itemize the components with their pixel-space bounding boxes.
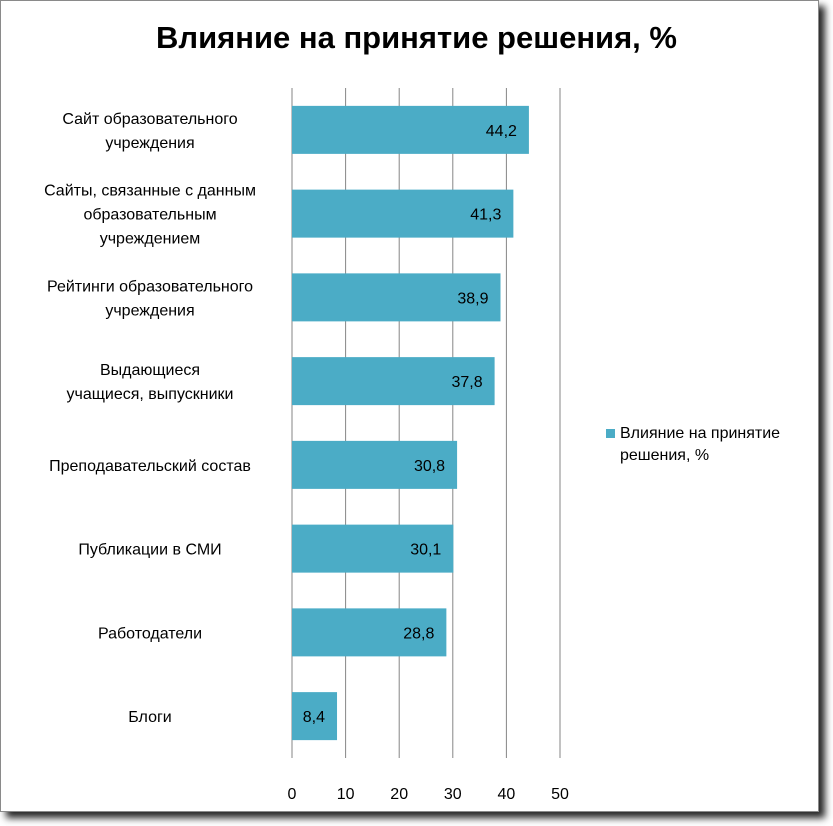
category-label-line: Сайт образовательного <box>62 111 237 128</box>
x-tick-label: 50 <box>551 786 569 803</box>
category-label-line: Сайты, связанные с данным <box>44 183 256 200</box>
category-label: Сайты, связанные с данным образовательным… <box>44 183 256 248</box>
category-label: Преподавательский состав <box>49 458 251 475</box>
category-label-line: учреждения <box>105 302 194 319</box>
bar <box>292 105 529 154</box>
legend-swatch <box>606 429 615 438</box>
data-label: 38,9 <box>457 290 488 307</box>
category-label: Сайт образовательного учреждения <box>62 111 237 152</box>
bar <box>292 692 338 741</box>
legend-label-line-1: Влияние на принятие <box>620 425 781 442</box>
legend-label: Влияние на принятие решения, % <box>620 423 820 467</box>
category-label-line: учреждением <box>100 231 201 248</box>
grid-layer <box>291 88 561 758</box>
category-label-line: образовательным <box>83 207 216 224</box>
bar <box>292 608 447 657</box>
data-label: 30,8 <box>414 458 445 475</box>
category-label-line: Публикации в СМИ <box>78 542 221 559</box>
bar <box>292 440 458 489</box>
category-label: Работодатели <box>98 625 202 642</box>
category-label: Выдающиеся учащиеся, выпускники <box>67 362 234 403</box>
data-label: 28,8 <box>403 625 434 642</box>
x-tick-label: 10 <box>337 786 355 803</box>
category-label: Блоги <box>128 709 172 726</box>
bars-layer: 44,2 41,3 38,9 37,8 30,8 30,1 28,8 8,4 <box>292 105 529 741</box>
data-label: 8,4 <box>303 709 325 726</box>
bar <box>292 189 514 238</box>
chart-title: Влияние на принятие решения, % <box>156 20 677 55</box>
data-label: 37,8 <box>451 374 482 391</box>
category-label-line: учащиеся, выпускники <box>67 386 234 403</box>
bar <box>292 524 454 573</box>
category-label-line: Выдающиеся <box>100 362 200 379</box>
category-label-line: Преподавательский состав <box>49 458 251 475</box>
bar <box>292 357 495 406</box>
data-label: 44,2 <box>486 123 517 140</box>
data-label: 30,1 <box>410 542 441 559</box>
category-label-line: учреждения <box>105 135 194 152</box>
data-label: 41,3 <box>470 207 501 224</box>
x-tick-label: 0 <box>288 786 297 803</box>
category-label-line: Блоги <box>128 709 172 726</box>
bar <box>292 273 501 322</box>
category-label-line: Работодатели <box>98 625 202 642</box>
category-label-line: Рейтинги образовательного <box>47 278 253 295</box>
x-axis-ticks: 0 10 20 30 40 50 <box>288 786 569 803</box>
x-tick-label: 30 <box>444 786 462 803</box>
category-label: Публикации в СМИ <box>78 542 221 559</box>
category-labels: Сайт образовательного учреждения Сайты, св… <box>44 111 256 726</box>
x-tick-label: 40 <box>498 786 516 803</box>
category-label: Рейтинги образовательного учреждения <box>47 278 253 319</box>
x-tick-label: 20 <box>390 786 408 803</box>
legend-label-line-2: решения, % <box>620 447 710 464</box>
